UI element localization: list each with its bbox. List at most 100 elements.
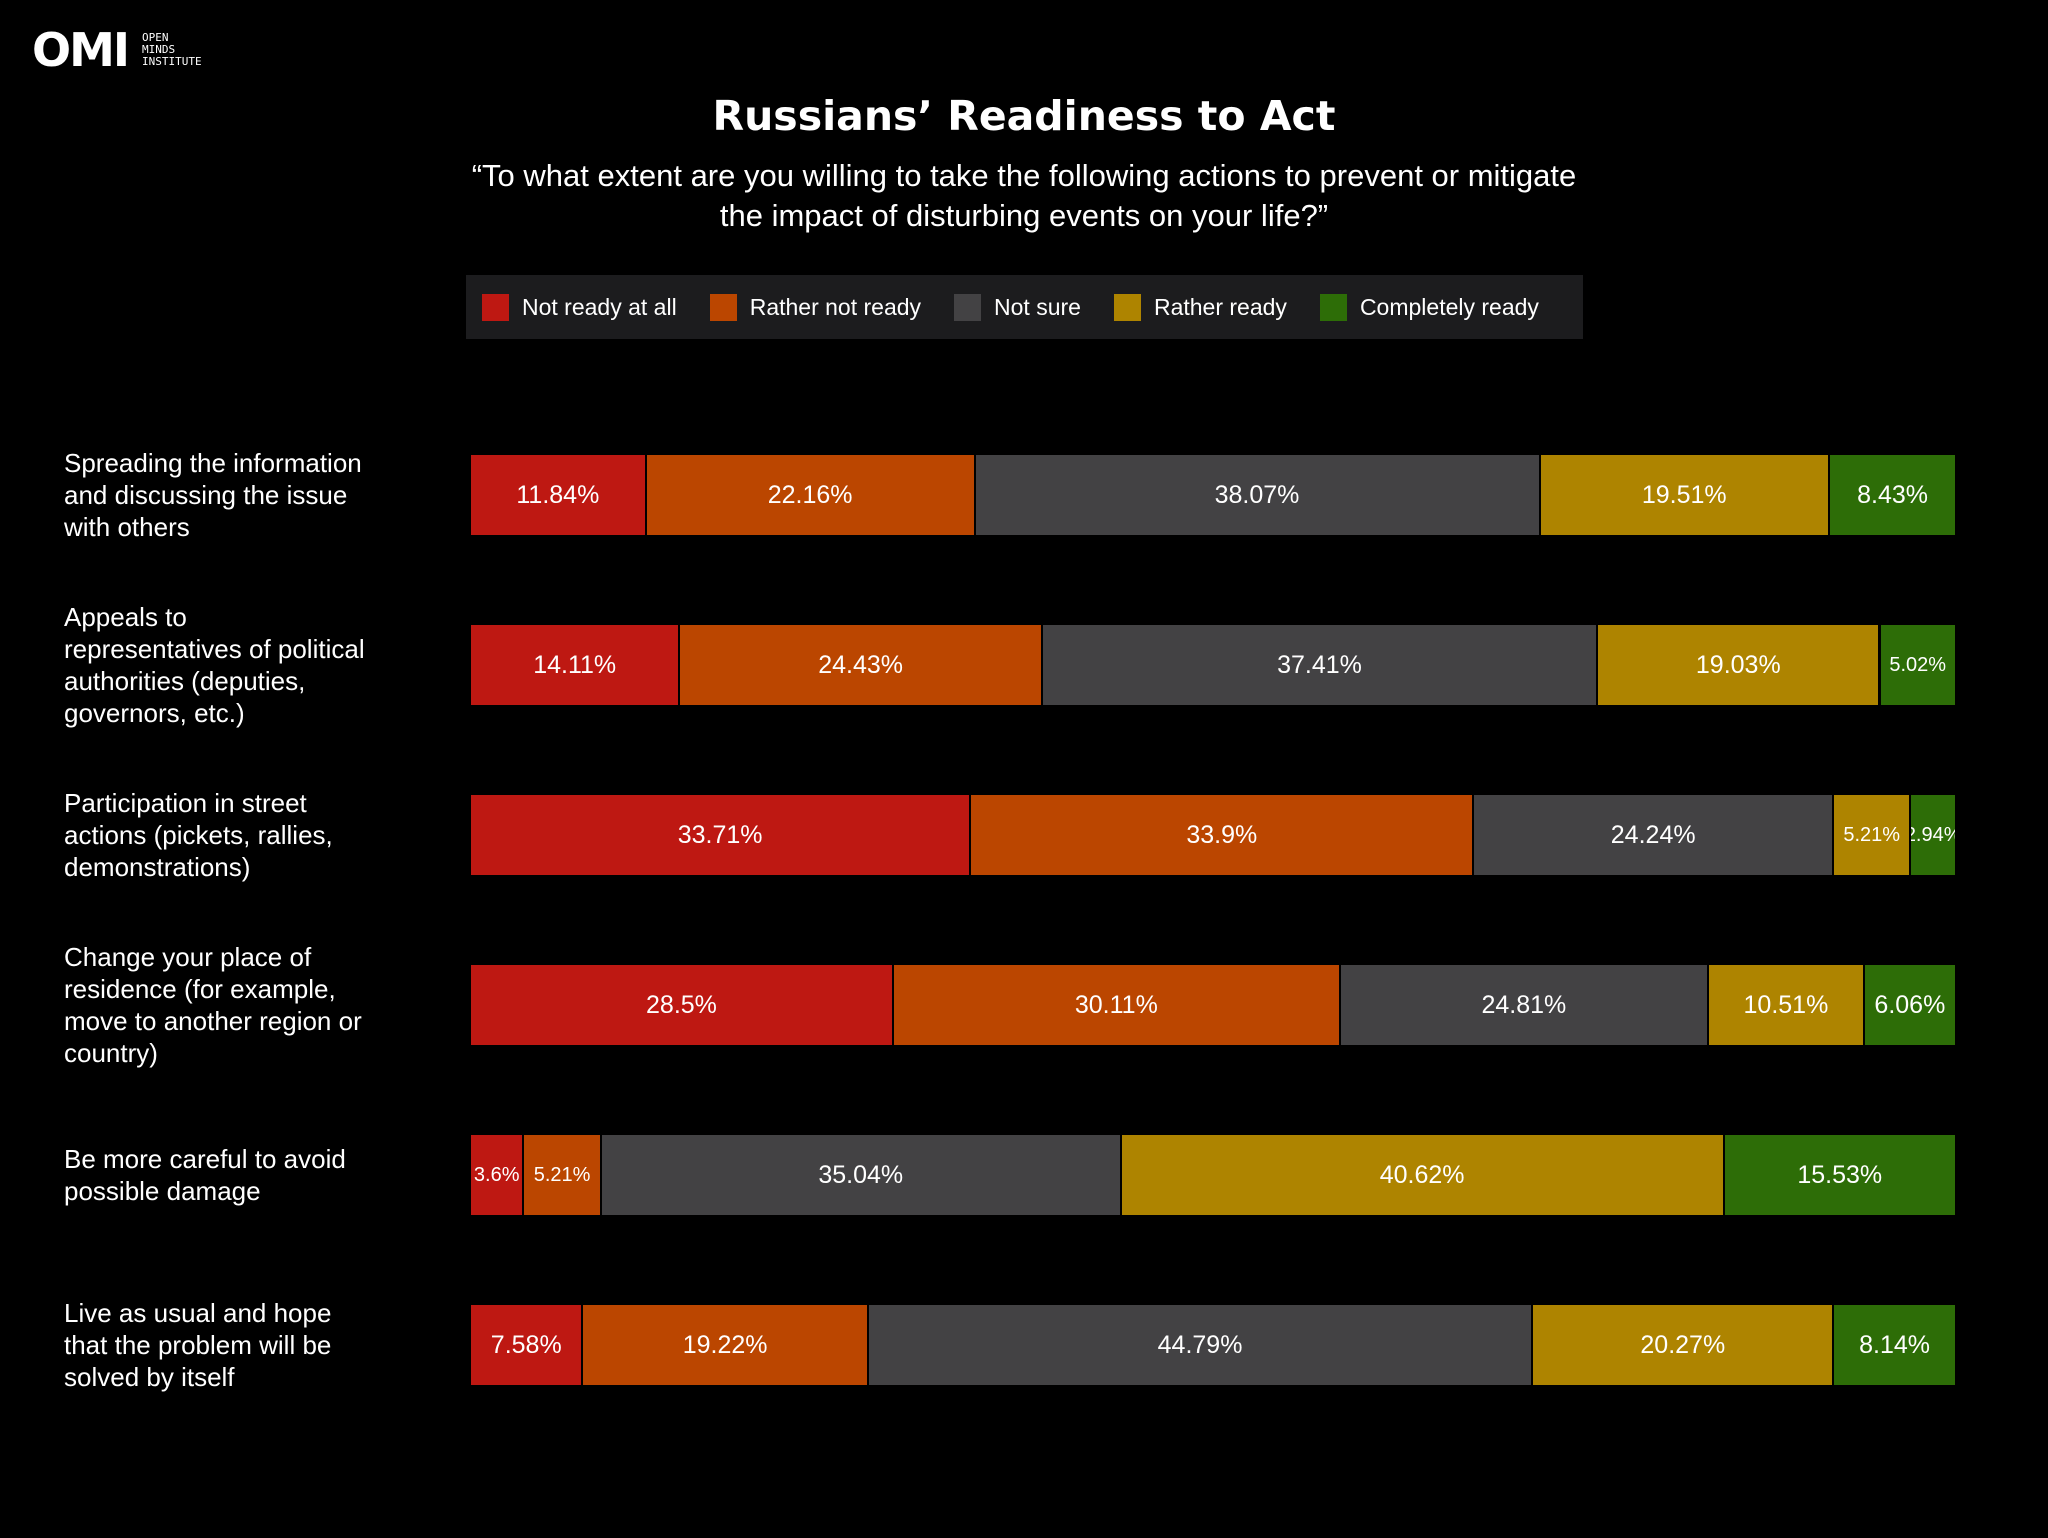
row-label: Participation in street actions (pickets,… (64, 787, 404, 883)
legend-label: Completely ready (1359, 293, 1539, 320)
data-label: 22.16% (767, 480, 853, 509)
row-label-line: representatives of political (64, 634, 365, 664)
data-label: 30.11% (1074, 990, 1158, 1019)
bar-segment: 5.21% (524, 1135, 600, 1215)
row-label-line: possible damage (64, 1176, 261, 1206)
data-label: 8.43% (1857, 480, 1929, 509)
bar-segment: 37.41% (1042, 625, 1597, 705)
data-label: 3.6% (473, 1163, 520, 1186)
row-label-line: move to another region or (64, 1006, 362, 1036)
bar-segment: 20.27% (1533, 1305, 1833, 1385)
data-label: 24.24% (1610, 820, 1696, 849)
data-label: 8.14% (1859, 1330, 1931, 1359)
data-label: 38.07% (1214, 480, 1300, 509)
data-label: 35.04% (818, 1160, 904, 1189)
data-label: 6.06% (1874, 990, 1946, 1019)
data-label: 19.03% (1695, 650, 1781, 679)
data-label: 5.21% (1843, 823, 1901, 846)
chart-subtitle-line-1: “To what extent are you willing to take … (471, 158, 1577, 193)
logo-line-institute: INSTITUTE (142, 55, 202, 68)
data-label: 33.9% (1186, 820, 1258, 849)
data-label: 19.51% (1641, 480, 1727, 509)
bar-segment: 30.11% (893, 965, 1339, 1045)
logo-mark: OMI (32, 23, 130, 77)
row-label-line: governors, etc.) (64, 698, 245, 728)
row-label: Appeals to representatives of political au… (64, 601, 404, 729)
bar-segment: 35.04% (601, 1135, 1120, 1215)
bar-segment: 7.58% (471, 1305, 582, 1385)
legend-label: Rather ready (1153, 293, 1287, 320)
bar-segment: 2.94% (1911, 795, 1955, 875)
bar-segment: 22.16% (646, 455, 974, 535)
bar-segment: 24.43% (680, 625, 1041, 705)
bar-segment: 8.14% (1834, 1305, 1955, 1385)
legend-swatch (709, 293, 737, 321)
row-label-line: Participation in street (64, 788, 307, 818)
row-label-line: and discussing the issue (64, 480, 348, 510)
row-label-line: Appeals to (64, 602, 187, 632)
logo-subtitle: OPEN MINDS INSTITUTE (142, 32, 202, 68)
bar-segment: 24.24% (1474, 795, 1833, 875)
legend-label: Rather not ready (749, 293, 922, 320)
bar-row: 14.11% 24.43% 37.41% 19.03% 5.02% (471, 625, 1955, 705)
bar-segment: 19.51% (1540, 455, 1829, 535)
row-label-line: Live as usual and hope (64, 1298, 332, 1328)
data-label: 33.71% (677, 820, 763, 849)
chart-subtitle: “To what extent are you willing to take … (424, 156, 1624, 236)
row-label: Change your place of residence (for examp… (64, 941, 404, 1069)
legend-item: Rather ready (1113, 293, 1287, 321)
row-label-line: country) (64, 1038, 158, 1068)
legend-label: Not ready at all (522, 293, 677, 320)
bar-segment: 5.02% (1880, 625, 1955, 705)
data-label: 5.21% (533, 1163, 591, 1186)
data-label: 24.81% (1481, 990, 1567, 1019)
logo-line-open: OPEN (142, 31, 169, 44)
row-label: Be more careful to avoid possible damage (64, 1143, 404, 1207)
chart-subtitle-line-2: the impact of disturbing events on your … (719, 198, 1329, 233)
row-label-line: residence (for example, (64, 974, 336, 1004)
bar-segment: 14.11% (471, 625, 679, 705)
legend-item: Not sure (954, 293, 1081, 321)
bar-segment: 8.43% (1830, 455, 1956, 535)
legend-swatch (482, 293, 509, 321)
data-label: 2.94% (1911, 823, 1955, 846)
row-label-line: Be more careful to avoid (64, 1144, 346, 1174)
bar-segment: 38.07% (975, 455, 1539, 535)
row-label: Live as usual and hope that the problem w… (64, 1297, 404, 1393)
bar-segment: 44.79% (868, 1305, 1532, 1385)
bar-row: 7.58% 19.22% 44.79% 20.27% 8.14% (471, 1305, 1955, 1385)
data-label: 7.58% (490, 1330, 562, 1359)
legend-item: Not ready at all (482, 293, 677, 321)
legend-item: Rather not ready (709, 293, 922, 321)
data-label: 14.11% (533, 650, 617, 679)
data-label: 28.5% (646, 990, 717, 1019)
row-label-line: actions (pickets, rallies, (64, 820, 333, 850)
data-label: 37.41% (1277, 650, 1362, 679)
data-label: 44.79% (1157, 1330, 1243, 1359)
chart-title: Russians’ Readiness to Act (712, 92, 1336, 140)
row-label-line: with others (64, 512, 190, 542)
chart-legend: Not ready at all Rather not ready Not sure… (466, 275, 1583, 339)
bar-segment: 19.03% (1598, 625, 1879, 705)
bar-segment: 11.84% (471, 455, 645, 535)
row-label-line: solved by itself (64, 1362, 235, 1392)
bar-segment: 40.62% (1121, 1135, 1723, 1215)
legend-item: Completely ready (1319, 293, 1539, 321)
row-label-line: Spreading the information (64, 448, 362, 478)
bar-segment: 24.81% (1340, 965, 1707, 1045)
data-label: 11.84% (516, 480, 600, 509)
logo-line-minds: MINDS (142, 43, 176, 56)
bar-segment: 33.9% (971, 795, 1473, 875)
bar-segment: 5.21% (1834, 795, 1910, 875)
bar-row: 3.6% 5.21% 35.04% 40.62% 15.53% (471, 1135, 1955, 1215)
bar-segment: 3.6% (471, 1135, 523, 1215)
data-label: 10.51% (1743, 990, 1829, 1019)
bar-row: 11.84% 22.16% 38.07% 19.51% 8.43% (471, 455, 1956, 535)
data-label: 24.43% (818, 650, 904, 679)
legend-swatch (954, 293, 982, 321)
bar-segment: 15.53% (1724, 1135, 1955, 1215)
bar-segment: 6.06% (1864, 965, 1955, 1045)
legend-swatch (1113, 293, 1141, 321)
bar-row: 33.71% 33.9% 24.24% 5.21% 2.94% (471, 795, 1955, 875)
bar-segment: 33.71% (471, 795, 970, 875)
